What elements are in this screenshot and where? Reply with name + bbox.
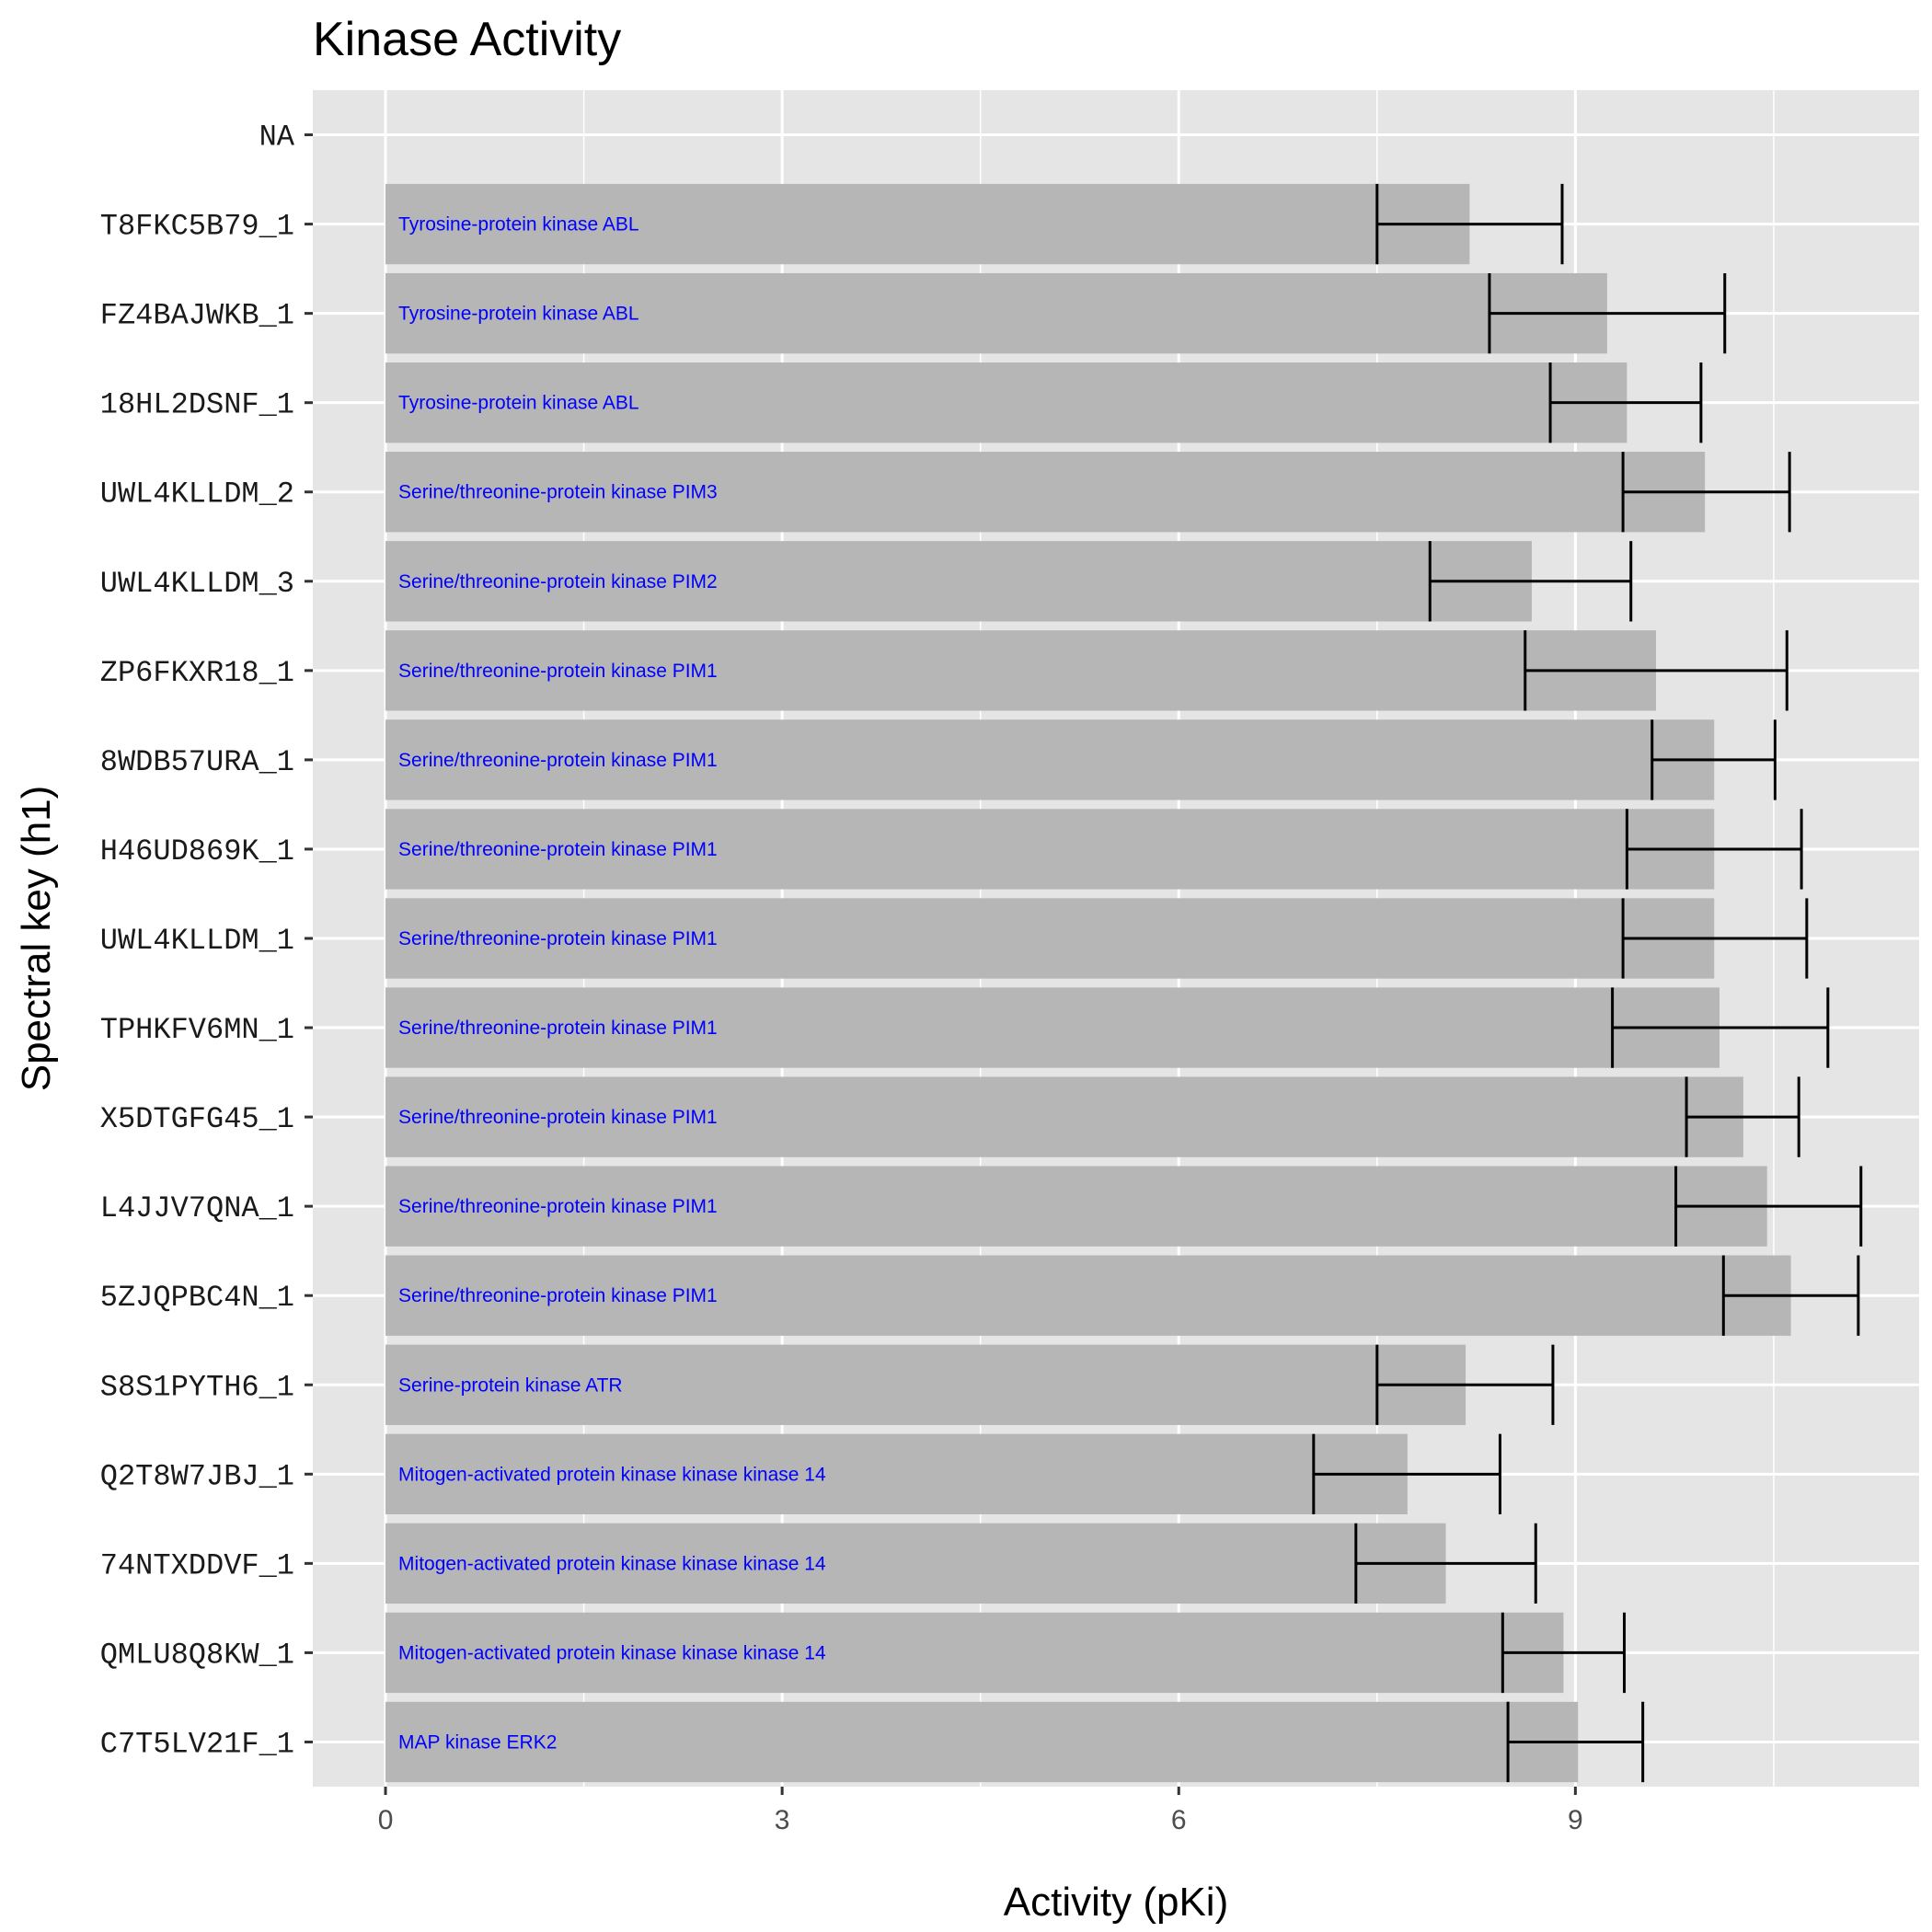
bar-label: Serine/threonine-protein kinase PIM1	[398, 1018, 718, 1039]
bar	[385, 1344, 1466, 1425]
bar	[385, 630, 1657, 711]
bar	[385, 452, 1706, 533]
bar	[385, 809, 1715, 890]
bar	[385, 183, 1470, 265]
x-tick-label: 3	[775, 1805, 790, 1835]
y-tick-label: NA	[259, 121, 295, 155]
y-tick-label: Q2T8W7JBJ_1	[100, 1459, 294, 1493]
bar-label: Serine/threonine-protein kinase PIM3	[398, 482, 718, 503]
bars	[385, 183, 1791, 1783]
bar-label: Tyrosine-protein kinase ABL	[398, 214, 638, 236]
bar-label: Serine/threonine-protein kinase PIM2	[398, 571, 718, 592]
bar	[385, 987, 1720, 1068]
bar-label: Mitogen-activated protein kinase kinase …	[398, 1464, 826, 1485]
bar-label: Tyrosine-protein kinase ABL	[398, 304, 638, 325]
bar	[385, 1612, 1564, 1694]
x-axis-title: Activity (pKi)	[1004, 1880, 1228, 1925]
x-tick-label: 6	[1171, 1805, 1187, 1835]
bar	[385, 1076, 1743, 1157]
y-tick-label: 8WDB57URA_1	[100, 745, 294, 779]
y-tick-label: L4JJV7QNA_1	[100, 1191, 294, 1225]
bar	[385, 719, 1715, 800]
bar	[385, 272, 1607, 354]
y-tick-label: UWL4KLLDM_3	[100, 567, 294, 601]
y-axis-title: Spectral key (h1)	[14, 786, 59, 1092]
bar-label: Serine-protein kinase ATR	[398, 1374, 623, 1396]
bar-label: MAP kinase ERK2	[398, 1731, 557, 1753]
y-tick-label: S8S1PYTH6_1	[100, 1370, 294, 1404]
bar-label: Serine/threonine-protein kinase PIM1	[398, 1285, 718, 1306]
bar-label: Mitogen-activated protein kinase kinase …	[398, 1553, 826, 1574]
y-tick-label: UWL4KLLDM_2	[100, 477, 294, 512]
bar	[385, 1166, 1767, 1247]
y-tick-label: QMLU8Q8KW_1	[100, 1638, 294, 1672]
y-tick-label: X5DTGFG45_1	[100, 1102, 294, 1136]
y-tick-label: UWL4KLLDM_1	[100, 924, 294, 958]
bar	[385, 1523, 1446, 1604]
bar-label: Serine/threonine-protein kinase PIM1	[398, 928, 718, 949]
bar	[385, 1433, 1408, 1514]
y-tick-label: H46UD869K_1	[100, 834, 294, 868]
bar-label: Serine/threonine-protein kinase PIM1	[398, 1107, 718, 1128]
y-tick-label: 5ZJQPBC4N_1	[100, 1281, 294, 1315]
bar	[385, 1701, 1579, 1783]
bar	[385, 362, 1627, 443]
bar-labels: Tyrosine-protein kinase ABL Tyrosine-prot…	[398, 214, 826, 1754]
y-tick-label: TPHKFV6MN_1	[100, 1013, 294, 1047]
bar	[385, 541, 1532, 622]
bar-label: Serine/threonine-protein kinase PIM1	[398, 839, 718, 860]
bar-label: Serine/threonine-protein kinase PIM1	[398, 661, 718, 682]
y-tick-label: FZ4BAJWKB_1	[100, 299, 294, 333]
y-axis: NA T8FKC5B79_1 FZ4BAJWKB_1 18HL2DSNF_1 UWL4K…	[100, 121, 313, 1761]
x-axis: 0 3 6 9	[378, 1787, 1583, 1835]
bar-label: Serine/threonine-protein kinase PIM1	[398, 750, 718, 771]
x-tick-label: 9	[1568, 1805, 1583, 1835]
chart-title: Kinase Activity	[313, 13, 621, 66]
bar-label: Tyrosine-protein kinase ABL	[398, 393, 638, 414]
y-tick-label: 18HL2DSNF_1	[100, 388, 294, 422]
error-bars	[1312, 183, 1863, 1783]
bar-label: Mitogen-activated protein kinase kinase …	[398, 1642, 826, 1663]
bar-label: Serine/threonine-protein kinase PIM1	[398, 1196, 718, 1217]
y-tick-label: C7T5LV21F_1	[100, 1727, 294, 1761]
y-tick-label: 74NTXDDVF_1	[100, 1548, 294, 1582]
bar	[385, 898, 1715, 979]
bar	[385, 1255, 1791, 1336]
y-tick-label: T8FKC5B79_1	[100, 210, 294, 244]
y-tick-label: ZP6FKXR18_1	[100, 656, 294, 690]
x-tick-label: 0	[378, 1805, 394, 1835]
